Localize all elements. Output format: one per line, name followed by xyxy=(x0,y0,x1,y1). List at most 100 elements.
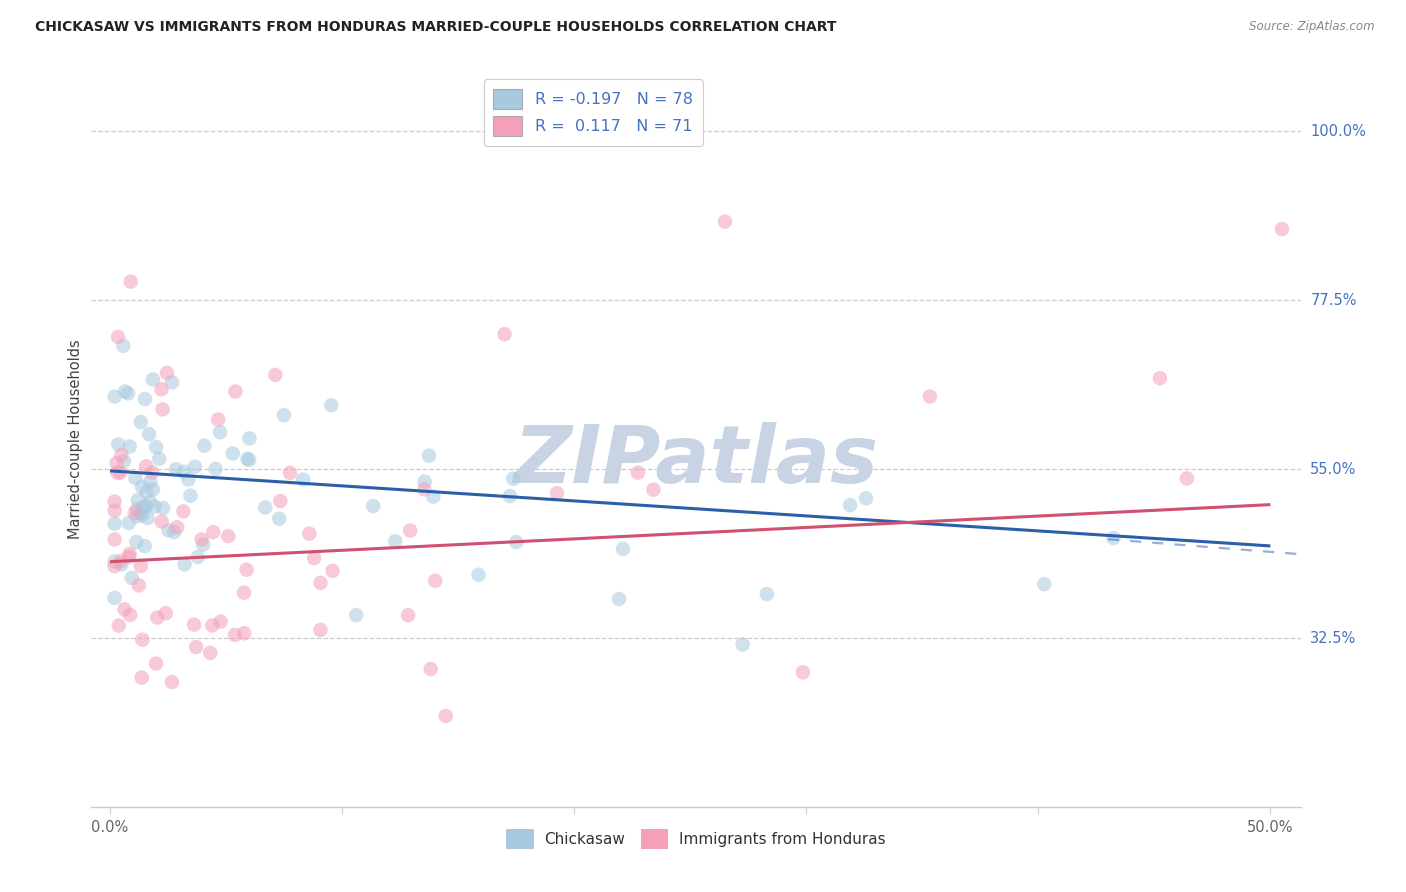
Point xyxy=(186,640,208,654)
Point xyxy=(207,412,229,426)
Point xyxy=(131,671,153,685)
Point xyxy=(112,339,135,353)
Point xyxy=(139,475,162,489)
Point xyxy=(546,486,568,500)
Point xyxy=(118,547,141,561)
Point xyxy=(236,451,259,466)
Point xyxy=(233,626,256,640)
Point xyxy=(110,554,132,568)
Point xyxy=(114,602,136,616)
Text: CHICKASAW VS IMMIGRANTS FROM HONDURAS MARRIED-COUPLE HOUSEHOLDS CORRELATION CHAR: CHICKASAW VS IMMIGRANTS FROM HONDURAS MA… xyxy=(35,20,837,34)
Point xyxy=(254,500,277,515)
Point xyxy=(413,483,436,497)
Point xyxy=(135,485,157,500)
Point xyxy=(104,554,127,568)
Point xyxy=(298,526,321,541)
Point xyxy=(117,386,139,401)
Point xyxy=(425,574,447,588)
Point xyxy=(120,607,142,622)
Point xyxy=(129,506,152,520)
Point xyxy=(499,489,522,503)
Point xyxy=(150,382,173,396)
Point xyxy=(235,563,257,577)
Point xyxy=(118,549,141,564)
Point xyxy=(224,384,246,399)
Point xyxy=(607,592,630,607)
Point xyxy=(222,446,245,460)
Point xyxy=(173,465,195,479)
Point xyxy=(163,525,186,540)
Point xyxy=(145,440,167,454)
Point xyxy=(209,615,232,629)
Point xyxy=(118,440,141,454)
Point xyxy=(217,529,239,543)
Point xyxy=(278,466,301,480)
Point xyxy=(179,489,201,503)
Point xyxy=(132,500,155,514)
Point xyxy=(104,516,127,531)
Point xyxy=(187,550,209,565)
Point xyxy=(145,657,167,671)
Point xyxy=(273,408,295,422)
Point xyxy=(160,376,183,390)
Point xyxy=(322,564,344,578)
Point xyxy=(200,646,222,660)
Point xyxy=(105,456,128,470)
Point xyxy=(1271,222,1294,236)
Point xyxy=(156,366,179,380)
Point xyxy=(110,558,132,572)
Point xyxy=(172,504,194,518)
Point xyxy=(434,709,457,723)
Point xyxy=(419,662,441,676)
Point xyxy=(146,610,169,624)
Point xyxy=(104,390,127,404)
Text: 77.5%: 77.5% xyxy=(1310,293,1357,308)
Point xyxy=(125,509,148,524)
Point xyxy=(202,525,225,540)
Point xyxy=(612,541,634,556)
Point xyxy=(292,473,315,487)
Point xyxy=(201,618,224,632)
Point xyxy=(855,491,877,506)
Point xyxy=(165,462,187,476)
Point xyxy=(152,402,174,417)
Point xyxy=(422,490,444,504)
Point xyxy=(505,535,527,549)
Point xyxy=(224,628,246,642)
Point xyxy=(129,415,152,429)
Point xyxy=(183,617,205,632)
Point xyxy=(494,327,516,342)
Point xyxy=(105,466,128,480)
Point xyxy=(627,466,650,480)
Point xyxy=(128,578,150,592)
Point xyxy=(107,330,129,344)
Point xyxy=(134,539,156,553)
Point xyxy=(125,502,148,516)
Point xyxy=(173,558,195,572)
Point xyxy=(193,439,215,453)
Text: 32.5%: 32.5% xyxy=(1310,631,1357,646)
Point xyxy=(269,511,291,525)
Point xyxy=(714,214,737,228)
Point xyxy=(139,495,162,509)
Point xyxy=(150,515,173,529)
Legend: Chickasaw, Immigrants from Honduras: Chickasaw, Immigrants from Honduras xyxy=(501,823,891,855)
Text: ZIPatlas: ZIPatlas xyxy=(513,423,879,500)
Point xyxy=(396,608,419,623)
Point xyxy=(755,587,778,601)
Point xyxy=(125,535,148,549)
Point xyxy=(309,575,332,590)
Point xyxy=(124,471,146,485)
Point xyxy=(792,665,814,680)
Point xyxy=(166,520,188,534)
Point xyxy=(321,398,343,412)
Point xyxy=(502,472,524,486)
Point xyxy=(104,503,127,517)
Point xyxy=(124,506,146,520)
Point xyxy=(1102,531,1125,545)
Point xyxy=(177,472,200,486)
Point xyxy=(142,372,165,386)
Point xyxy=(361,499,384,513)
Point xyxy=(104,559,127,574)
Point xyxy=(108,466,131,480)
